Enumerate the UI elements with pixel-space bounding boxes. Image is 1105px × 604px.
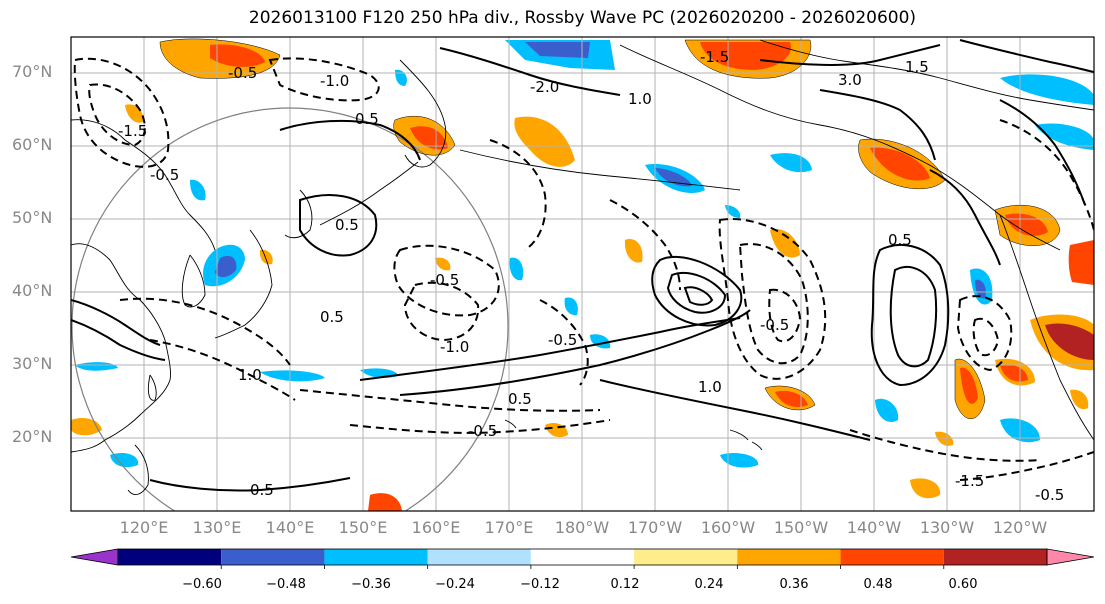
highlight-circle — [71, 107, 509, 511]
lon-label: 140°E — [265, 518, 315, 537]
lat-label-20n: 20°N — [12, 427, 53, 446]
colorbar — [70, 548, 1095, 569]
contour-label: -0.5 — [150, 166, 179, 184]
lon-label: 130°W — [919, 518, 975, 537]
contour-label: 0.5 — [320, 308, 344, 326]
contour-label: -0.5 — [228, 64, 257, 82]
contour-label: 1.0 — [628, 90, 652, 108]
contour-label: -1.0 — [440, 338, 469, 356]
colorbar-swatch — [737, 549, 841, 565]
contour-label: 0.5 — [250, 481, 274, 499]
contours-negative — [73, 57, 1094, 481]
colorbar-swatch — [118, 549, 222, 565]
contour-label: -1.5 — [955, 472, 984, 490]
contour-label: -1.0 — [320, 72, 349, 90]
colorbar-frame — [117, 548, 1048, 566]
colorbar-tick-label: −0.36 — [351, 577, 391, 592]
lon-label: 180°W — [554, 518, 610, 537]
colorbar-tick-label: 0.36 — [779, 577, 809, 592]
contour-label: -0.5 — [548, 331, 577, 349]
divergence-positive-shading — [71, 38, 1094, 511]
contour-label: 0.5 — [335, 216, 359, 234]
contour-label: -2.0 — [530, 78, 559, 96]
contour-label: 1.0 — [698, 378, 722, 396]
contour-label: -0.5 — [468, 422, 497, 440]
contour-label: -1.5 — [118, 122, 147, 140]
contour-label: 0.5 — [355, 110, 379, 128]
colorbar-tick-label: −0.12 — [520, 577, 560, 592]
colorbar-extend-low — [70, 548, 119, 566]
contour-label: -0.5 — [760, 316, 789, 334]
map-border — [70, 36, 1095, 512]
contour-label: -0.5 — [1035, 486, 1064, 504]
graticule — [71, 37, 1094, 511]
lat-label-50n: 50°N — [12, 208, 53, 227]
colorbar-swatch — [943, 549, 1047, 565]
lon-label: 150°W — [773, 518, 829, 537]
colorbar-tick-label: −0.24 — [435, 577, 475, 592]
lon-label: 170°E — [484, 518, 534, 537]
colorbar-swatch — [221, 549, 325, 565]
lat-label-60n: 60°N — [12, 135, 53, 154]
contour-label: -0.5 — [430, 271, 459, 289]
lat-label-30n: 30°N — [12, 354, 53, 373]
contour-labels: -0.5 -1.0 -1.5 -2.0 -0.5 0.5 1.0 1.5 -1.… — [118, 48, 1064, 504]
contour-label: 0.5 — [508, 390, 532, 408]
lon-label: 160°W — [700, 518, 756, 537]
colorbar-tick-label: 0.24 — [694, 577, 724, 592]
map-title: 2026013100 F120 250 hPa div., Rossby Wav… — [248, 8, 917, 28]
colorbar-swatch — [634, 549, 738, 565]
colorbar-tick-label: 0.12 — [610, 577, 640, 592]
contour-label: 1.5 — [905, 58, 929, 76]
coastlines — [71, 39, 1094, 496]
colorbar-tick-label: −0.60 — [182, 577, 222, 592]
colorbar-swatch — [530, 549, 635, 565]
contour-label: 3.0 — [838, 71, 862, 89]
contour-label: 0.5 — [888, 231, 912, 249]
contour-label: -1.5 — [700, 48, 729, 66]
lat-label-70n: 70°N — [12, 62, 53, 81]
lat-label-40n: 40°N — [12, 281, 53, 300]
divergence-shading — [75, 40, 1094, 468]
contours-positive — [71, 39, 1094, 492]
lon-label: 150°E — [338, 518, 388, 537]
colorbar-tick-label: 0.48 — [863, 577, 893, 592]
contour-label: 1.0 — [238, 366, 262, 384]
colorbar-extend-high — [1046, 548, 1095, 566]
colorbar-tick-label: −0.48 — [266, 577, 306, 592]
colorbar-swatch — [427, 549, 531, 565]
lon-label: 120°W — [992, 518, 1048, 537]
colorbar-swatch — [840, 549, 944, 565]
colorbar-swatch — [324, 549, 428, 565]
lon-label: 160°E — [411, 518, 461, 537]
lon-label: 170°W — [627, 518, 683, 537]
colorbar-tick-label: 0.60 — [948, 577, 978, 592]
lon-label: 130°E — [192, 518, 242, 537]
lon-label: 120°E — [119, 518, 169, 537]
lon-label: 140°W — [846, 518, 902, 537]
